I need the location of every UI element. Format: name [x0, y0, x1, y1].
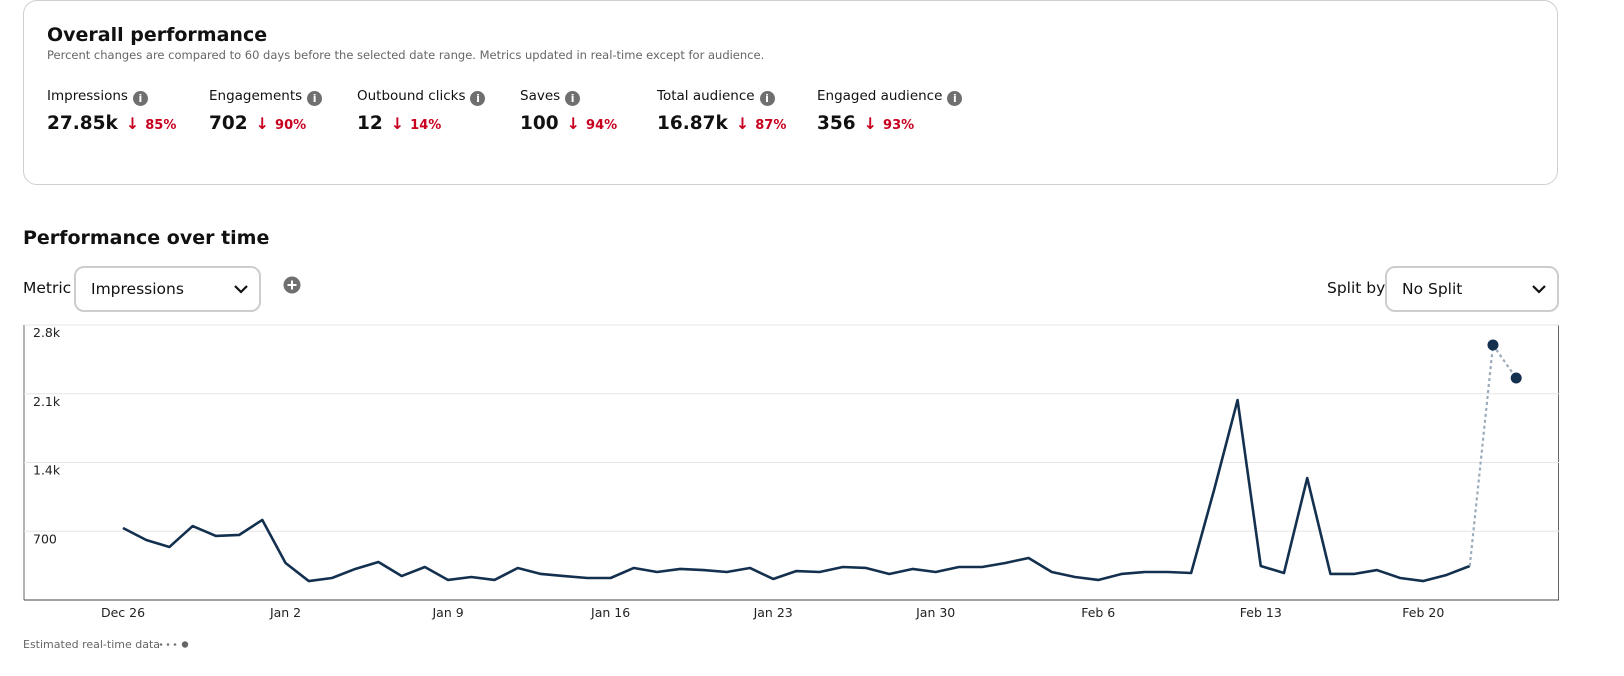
- legend-dot: [166, 643, 170, 646]
- y-tick-label: 2.8k: [33, 325, 61, 340]
- metric-value: Impressions: [91, 280, 184, 298]
- metric-dropdown[interactable]: Impressions: [74, 266, 261, 312]
- down-arrow: ↓: [390, 114, 405, 133]
- y-tick-label: 1.4k: [33, 463, 61, 478]
- x-tick-label: Jan 30: [915, 605, 955, 620]
- metric-name: Outbound clicks: [357, 88, 466, 104]
- estimated-line: [1468, 342, 1518, 567]
- metric-value: 16.87k: [657, 113, 728, 134]
- down-arrow: ↓: [863, 114, 878, 133]
- info-icon: i: [565, 91, 581, 106]
- metric-value: 702: [209, 113, 248, 134]
- metric-change: 14%: [410, 118, 442, 133]
- info-icon: i: [132, 91, 148, 106]
- down-arrow: ↓: [255, 114, 270, 133]
- overview-title: Overall performance: [47, 24, 268, 46]
- info-icon: i: [307, 91, 323, 106]
- metric-name: Impressions: [47, 88, 128, 104]
- split-dropdown[interactable]: No Split: [1385, 266, 1559, 312]
- legend-label: Estimated real-time data: [23, 638, 160, 651]
- x-tick-label: Jan 16: [590, 605, 630, 620]
- metric-label: Engaged audience i: [817, 88, 963, 106]
- metric-label: Total audience i: [657, 88, 775, 106]
- line: [122, 398, 1471, 583]
- chevron: [1532, 285, 1546, 294]
- chevron: [234, 285, 248, 294]
- overview-card: [23, 0, 1558, 185]
- x-tick-label: Jan 9: [431, 605, 463, 620]
- x-tick-label: Feb 13: [1240, 605, 1282, 620]
- x-tick-label: Dec 26: [101, 605, 145, 620]
- down-arrow: ↓: [566, 114, 581, 133]
- legend-swatch: [181, 641, 189, 648]
- metric-label: Impressions i: [47, 88, 148, 106]
- split-value: No Split: [1402, 280, 1463, 298]
- metric-change: 93%: [883, 118, 915, 133]
- metric-value: 12: [357, 113, 383, 134]
- down-arrow: ↓: [735, 114, 750, 133]
- metric-label: Outbound clicks i: [357, 88, 486, 106]
- split-label: Split by: [1327, 279, 1386, 297]
- add-metric-button[interactable]: [283, 276, 301, 294]
- legend-dot: [173, 643, 177, 646]
- metric-label: Metric: [23, 279, 72, 297]
- metric-value-row: 702 ↓ 90%: [209, 113, 306, 134]
- metric-label: Saves i: [520, 88, 581, 106]
- x-tick-label: Jan 2: [269, 605, 301, 620]
- metric-value: 27.85k: [47, 113, 118, 134]
- metric-value-row: 27.85k ↓ 85%: [47, 113, 176, 134]
- metric-change: 85%: [145, 118, 177, 133]
- metric-name: Saves: [520, 88, 561, 104]
- metric-value-row: 16.87k ↓ 87%: [657, 113, 786, 134]
- info-icon: i: [759, 91, 775, 106]
- metric-value-row: 100 ↓ 94%: [520, 113, 617, 134]
- metric-change: 94%: [586, 118, 618, 133]
- y-tick-label: 700: [33, 531, 57, 546]
- x-tick-label: Feb 6: [1081, 605, 1115, 620]
- metric-value-row: 12 ↓ 14%: [357, 113, 441, 134]
- metric-value: 356: [817, 113, 856, 134]
- metric-name: Engaged audience: [817, 88, 943, 104]
- metric-value: 100: [520, 113, 559, 134]
- y-tick-label: 2.1k: [33, 394, 61, 409]
- info-icon: i: [947, 91, 963, 106]
- metric-name: Engagements: [209, 88, 303, 104]
- metric-value-row: 356 ↓ 93%: [817, 113, 914, 134]
- estimated-point: [1510, 372, 1522, 384]
- metric-label: Engagements i: [209, 88, 323, 106]
- info-icon: i: [470, 91, 486, 106]
- x-tick-label: Feb 20: [1402, 605, 1444, 620]
- metric-name: Total audience: [657, 88, 755, 104]
- section-title: Performance over time: [23, 227, 270, 249]
- x-tick-label: Jan 23: [753, 605, 793, 620]
- overview-subtitle: Percent changes are compared to 60 days …: [47, 48, 765, 62]
- metric-change: 90%: [275, 118, 307, 133]
- down-arrow: ↓: [125, 114, 140, 133]
- legend-dot: [159, 643, 163, 646]
- metric-change: 87%: [755, 118, 787, 133]
- estimated-point: [1487, 339, 1499, 351]
